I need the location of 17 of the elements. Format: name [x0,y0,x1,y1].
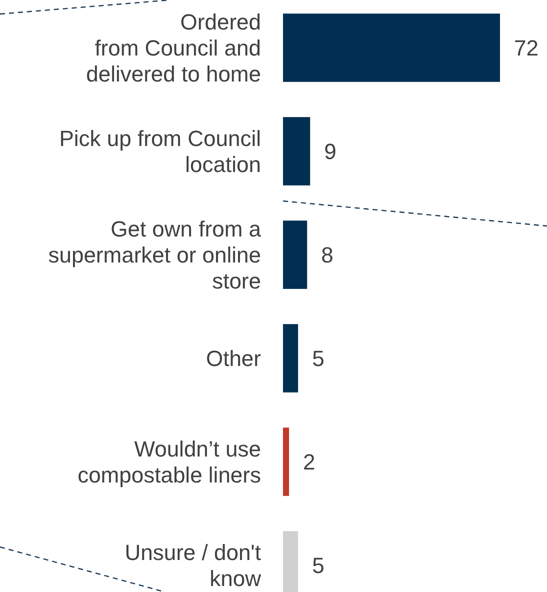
data-label: 8 [321,242,334,268]
y-tick-label: Other [206,346,261,371]
y-tick-label: Wouldn’t use compostable liners [78,436,261,488]
data-label: 5 [312,552,324,578]
bar [283,324,298,392]
data-label: 9 [324,138,336,164]
data-label: 5 [312,346,324,371]
y-tick-label: Pick up from Council location [59,126,261,177]
bar [283,220,308,289]
y-tick-label: Ordered from Council and delivered to home [86,9,261,86]
data-label: 72 [514,35,538,60]
y-tick-label: Unsure / don't know [124,540,262,591]
bar [283,428,290,496]
bar [283,14,500,82]
bar [283,117,310,186]
y-tick-label: Get own from a supermarket or online store [48,216,262,294]
data-label: 2 [303,449,316,474]
